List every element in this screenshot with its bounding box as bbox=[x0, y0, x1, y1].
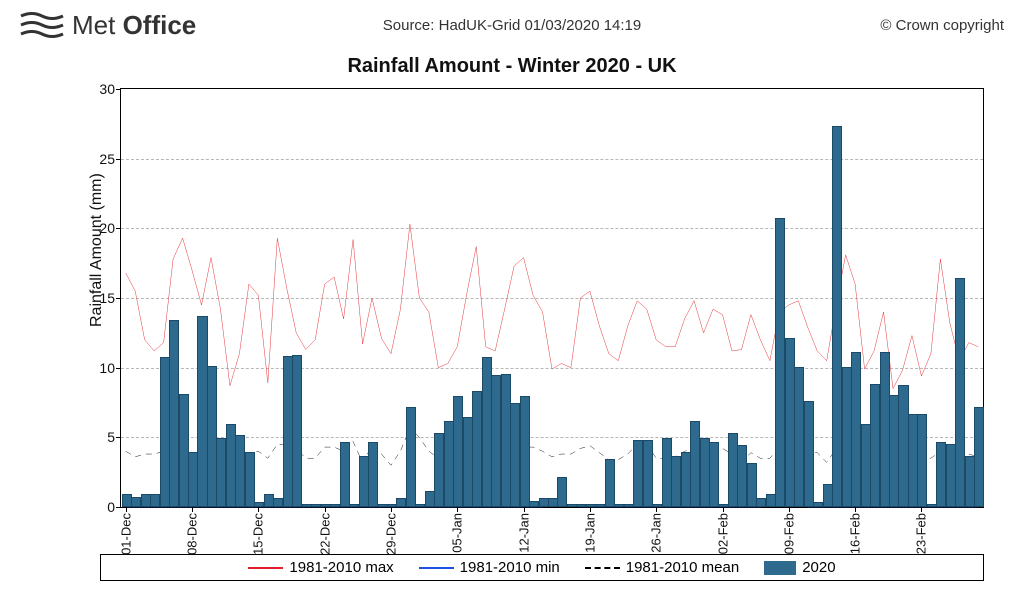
y-tick-label: 30 bbox=[99, 81, 115, 97]
legend-label-bars: 2020 bbox=[802, 559, 835, 576]
y-tick-label: 5 bbox=[107, 429, 115, 445]
legend-label-min: 1981-2010 min bbox=[460, 559, 560, 576]
bar bbox=[292, 355, 302, 507]
y-tick-label: 0 bbox=[107, 499, 115, 515]
plot-region: 05101520253001-Dec08-Dec15-Dec22-Dec29-D… bbox=[120, 88, 984, 508]
x-tick-label: 22-Dec bbox=[317, 513, 332, 555]
legend-swatch-min bbox=[419, 567, 454, 569]
bar bbox=[974, 407, 984, 507]
bar bbox=[557, 477, 567, 507]
bar bbox=[520, 396, 530, 507]
y-tick-label: 25 bbox=[99, 151, 115, 167]
x-tick-label: 19-Jan bbox=[582, 513, 597, 553]
y-tick-label: 15 bbox=[99, 290, 115, 306]
legend-swatch-bars bbox=[764, 561, 796, 575]
x-tick-label: 05-Jan bbox=[450, 513, 465, 553]
legend-label-max: 1981-2010 max bbox=[289, 559, 393, 576]
chart-container: Met Office Source: HadUK-Grid 01/03/2020… bbox=[0, 0, 1024, 614]
legend-swatch-mean bbox=[585, 567, 620, 569]
x-tick-label: 26-Jan bbox=[649, 513, 664, 553]
copyright-text: © Crown copyright bbox=[880, 17, 1004, 34]
bar bbox=[368, 442, 378, 507]
bar bbox=[406, 407, 416, 507]
x-tick-label: 12-Jan bbox=[516, 513, 531, 553]
chart-title: Rainfall Amount - Winter 2020 - UK bbox=[0, 55, 1024, 78]
bar bbox=[917, 414, 927, 507]
bar bbox=[804, 401, 814, 508]
legend-item-max: 1981-2010 max bbox=[248, 559, 393, 576]
bar bbox=[605, 459, 615, 507]
legend-item-mean: 1981-2010 mean bbox=[585, 559, 739, 576]
header: Met Office Source: HadUK-Grid 01/03/2020… bbox=[0, 0, 1024, 50]
x-tick-label: 16-Feb bbox=[848, 513, 863, 554]
source-text: Source: HadUK-Grid 01/03/2020 14:19 bbox=[383, 17, 642, 34]
legend-swatch-max bbox=[248, 567, 283, 569]
legend-label-mean: 1981-2010 mean bbox=[626, 559, 739, 576]
logo: Met Office bbox=[20, 8, 196, 42]
x-tick-label: 09-Feb bbox=[781, 513, 796, 554]
logo-text: Met Office bbox=[72, 10, 196, 41]
y-tick-label: 20 bbox=[99, 220, 115, 236]
bar bbox=[340, 442, 350, 507]
bar bbox=[245, 452, 255, 507]
y-tick-label: 10 bbox=[99, 360, 115, 376]
chart-area: Rainfall Amount (mm) 05101520253001-Dec0… bbox=[80, 88, 1004, 548]
legend-item-min: 1981-2010 min bbox=[419, 559, 560, 576]
bar bbox=[643, 440, 653, 507]
x-tick-label: 08-Dec bbox=[185, 513, 200, 555]
x-tick-label: 29-Dec bbox=[383, 513, 398, 555]
x-tick-label: 01-Dec bbox=[118, 513, 133, 555]
legend-item-bars: 2020 bbox=[764, 559, 835, 576]
x-tick-label: 15-Dec bbox=[251, 513, 266, 555]
x-tick-label: 23-Feb bbox=[914, 513, 929, 554]
bar bbox=[709, 442, 719, 507]
met-office-icon bbox=[20, 8, 64, 42]
legend: 1981-2010 max 1981-2010 min 1981-2010 me… bbox=[100, 554, 984, 581]
x-tick-label: 02-Feb bbox=[715, 513, 730, 554]
